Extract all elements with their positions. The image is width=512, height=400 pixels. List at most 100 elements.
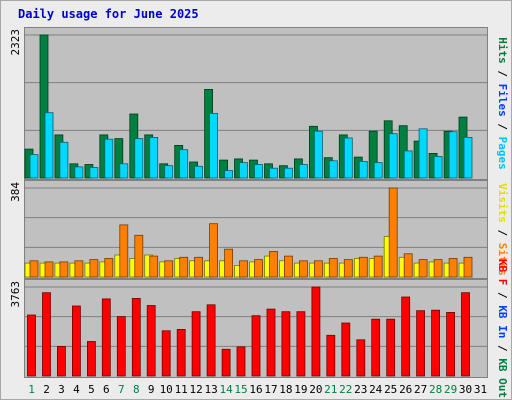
axis-label-part: KB F	[496, 259, 509, 286]
bar-sites	[149, 255, 159, 278]
bar-files	[119, 163, 129, 179]
bar-kb-f	[446, 311, 456, 377]
bar-kb-f	[371, 318, 381, 377]
day-label: 1	[28, 383, 35, 396]
axis-label-part: KB In	[496, 305, 509, 338]
bar-sites	[134, 234, 144, 278]
bar-kb-f	[191, 311, 201, 377]
bar-sites	[164, 260, 174, 278]
bar-kb-f	[296, 311, 306, 377]
day-label: 17	[264, 383, 277, 396]
day-label: 5	[88, 383, 95, 396]
axis-label-part: /	[496, 117, 509, 137]
day-label: 22	[339, 383, 352, 396]
day-label: 3	[58, 383, 65, 396]
bar-sites	[239, 260, 248, 278]
bar-kb-f	[42, 292, 51, 377]
day-label: 6	[103, 383, 110, 396]
day-label: 14	[219, 383, 233, 396]
day-label: 20	[309, 383, 322, 396]
bar-kb-f	[326, 334, 336, 377]
bar-files	[29, 154, 39, 179]
bar-kb-f	[416, 310, 426, 377]
day-label: 4	[73, 383, 80, 396]
day-label: 19	[294, 383, 307, 396]
bar-kb-f	[251, 315, 261, 377]
day-label: 9	[148, 383, 155, 396]
bar-files	[388, 133, 398, 179]
axis-label-part: /	[496, 223, 509, 243]
axis-label-part: /	[496, 285, 509, 305]
bar-files	[328, 160, 338, 179]
day-label: 31	[474, 383, 487, 396]
bar-kb-f	[386, 318, 396, 377]
bar-kb-f	[356, 339, 366, 377]
day-label: 23	[354, 383, 367, 396]
bar-sites	[313, 260, 323, 278]
day-label: 21	[324, 383, 337, 396]
bar-files	[448, 131, 458, 179]
bar-kb-f	[116, 316, 126, 377]
bar-sites	[388, 187, 398, 278]
bar-files	[358, 160, 368, 179]
day-label: 12	[189, 383, 202, 396]
bar-files	[179, 149, 189, 179]
bar-sites	[373, 255, 383, 278]
bar-sites	[328, 258, 338, 278]
bar-kb-f	[206, 304, 216, 377]
bar-sites	[448, 258, 458, 278]
panel-border-visits-sites	[24, 180, 488, 279]
axis-label-part: Files	[496, 84, 509, 117]
bar-files	[134, 138, 144, 179]
axis-label-part: Pages	[496, 137, 509, 170]
bar-sites	[298, 260, 308, 278]
day-label: 27	[414, 383, 427, 396]
bar-files	[269, 167, 278, 179]
bar-kb-f	[461, 292, 470, 377]
bar-sites	[358, 256, 368, 278]
bar-files	[44, 112, 54, 179]
axis-label-hits-files-pages: Hits / Files / Pages	[496, 37, 509, 170]
bar-files	[283, 167, 293, 179]
bar-files	[254, 164, 263, 179]
axis-label-part: Sites	[496, 243, 509, 276]
bar-sites	[89, 259, 99, 278]
bar-kb-f	[131, 297, 141, 377]
y-max-label-visits-sites: 384	[9, 182, 22, 202]
day-label: 30	[459, 383, 472, 396]
bar-files	[224, 170, 234, 179]
bar-files	[164, 165, 174, 179]
bar-sites	[119, 224, 129, 278]
chart-title: Daily usage for June 2025	[18, 7, 199, 21]
bar-files	[104, 138, 114, 179]
bar-sites	[269, 251, 278, 278]
bar-files	[239, 162, 248, 179]
bar-kb-f	[57, 345, 66, 377]
bar-sites	[44, 261, 54, 278]
bar-sites	[463, 256, 473, 278]
axis-label-visits-sites: Visits / Sites	[496, 183, 509, 276]
bar-kb-f	[236, 346, 246, 377]
bar-sites	[104, 258, 114, 278]
bar-sites	[194, 256, 204, 278]
day-label: 10	[160, 383, 173, 396]
bar-sites	[59, 261, 69, 278]
bar-files	[313, 130, 323, 179]
bar-kb-f	[87, 341, 96, 377]
bar-kb-f	[431, 309, 441, 377]
day-label: 25	[384, 383, 397, 396]
bar-kb-f	[281, 311, 291, 377]
bar-hits	[219, 159, 229, 179]
bar-kb-f	[266, 308, 276, 377]
bar-sites	[343, 259, 353, 278]
bar-sites	[179, 256, 189, 278]
axis-label-part: /	[496, 64, 509, 84]
panel-border-hits-files-pages	[24, 27, 488, 180]
axis-label-part: KB Out	[496, 358, 509, 398]
bar-sites	[403, 253, 413, 278]
day-label: 7	[118, 383, 125, 396]
bar-sites	[209, 223, 219, 278]
axis-label-part: /	[496, 338, 509, 358]
bar-hits	[39, 34, 49, 179]
bar-sites	[224, 248, 234, 278]
